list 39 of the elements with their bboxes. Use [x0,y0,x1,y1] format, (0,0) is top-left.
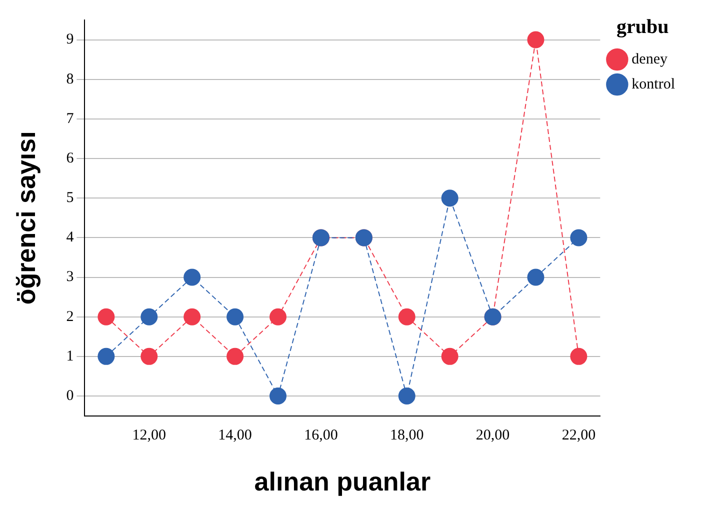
point [98,348,115,365]
point [570,348,588,365]
point [184,268,201,286]
y-tick-label: 8 [66,71,74,88]
point [226,348,244,365]
y-tick-label: 4 [66,230,74,246]
point [98,308,115,326]
y-axis-title: öğrenci sayısı [10,131,41,305]
point [441,348,458,365]
point [270,308,286,326]
x-tick-label: 12,00 [132,428,166,444]
point [270,388,286,405]
point [398,388,416,405]
x-tick-label: 20,00 [476,428,510,444]
legend-label: deney [632,51,668,68]
y-tick-label: 2 [66,308,74,325]
x-tick-label: 18,00 [390,428,424,444]
point [398,308,416,326]
point [527,31,544,48]
y-tick-label: 6 [66,150,74,166]
point [441,190,458,207]
y-tick-label: 1 [66,348,74,364]
x-tick-label: 16,00 [304,428,338,444]
point [226,308,244,326]
point [140,348,158,365]
x-axis-title: alınan puanlar [254,466,431,497]
legend-title: grubu [616,16,669,38]
x-tick-label: 14,00 [218,428,252,444]
legend-label: kontrol [632,76,676,92]
point [570,229,588,246]
x-tick-label: 22,00 [562,428,596,444]
y-tick-label: 3 [66,269,74,286]
y-tick-label: 0 [66,388,74,404]
y-tick-label: 7 [66,110,74,127]
point [140,308,158,326]
y-tick-label: 5 [66,190,74,206]
y-tick-label: 9 [66,32,74,48]
point [527,268,544,286]
point [184,308,201,326]
